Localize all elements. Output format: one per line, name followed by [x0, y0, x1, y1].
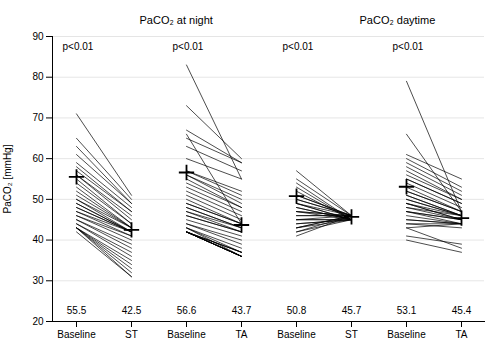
svg-text:56.6: 56.6	[177, 305, 197, 316]
svg-text:43.7: 43.7	[232, 305, 252, 316]
svg-text:45.7: 45.7	[342, 305, 362, 316]
svg-text:ST: ST	[345, 329, 358, 340]
svg-text:40: 40	[32, 234, 44, 245]
svg-text:Baseline: Baseline	[387, 329, 426, 340]
svg-text:50.8: 50.8	[287, 305, 307, 316]
svg-text:Baseline: Baseline	[167, 329, 206, 340]
svg-text:45.4: 45.4	[452, 305, 472, 316]
svg-text:PaCO₂ at night: PaCO₂ at night	[140, 14, 213, 26]
svg-text:55.5: 55.5	[67, 305, 87, 316]
svg-text:p<0.01: p<0.01	[393, 41, 424, 52]
svg-text:70: 70	[32, 112, 44, 123]
svg-text:30: 30	[32, 275, 44, 286]
svg-text:53.1: 53.1	[397, 305, 417, 316]
svg-text:p<0.01: p<0.01	[283, 41, 314, 52]
svg-text:50: 50	[32, 194, 44, 205]
svg-text:Baseline: Baseline	[57, 329, 96, 340]
svg-text:TA: TA	[455, 329, 467, 340]
svg-text:TA: TA	[235, 329, 247, 340]
svg-text:PaCO₂ daytime: PaCO₂ daytime	[360, 14, 436, 26]
svg-text:ST: ST	[125, 329, 138, 340]
svg-text:20: 20	[32, 316, 44, 327]
svg-text:p<0.01: p<0.01	[173, 41, 204, 52]
svg-text:p<0.01: p<0.01	[63, 41, 94, 52]
svg-text:42.5: 42.5	[122, 305, 142, 316]
svg-text:PaCO₂ [mmHg]: PaCO₂ [mmHg]	[2, 144, 13, 213]
svg-text:Baseline: Baseline	[277, 329, 316, 340]
svg-text:60: 60	[32, 153, 44, 164]
svg-text:80: 80	[32, 71, 44, 82]
svg-text:90: 90	[32, 31, 44, 42]
